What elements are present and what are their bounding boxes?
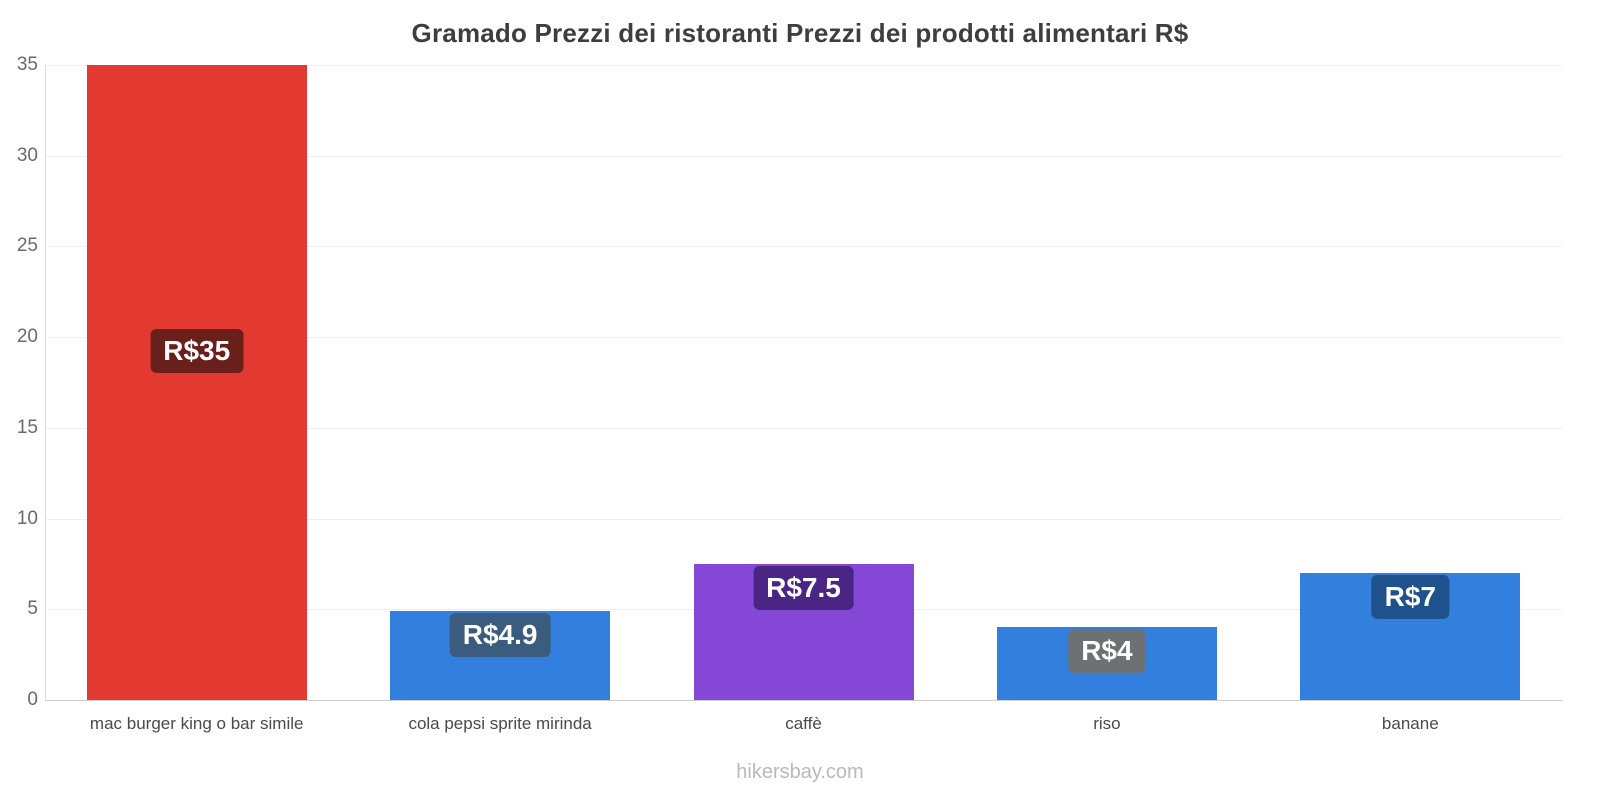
x-axis-category-label: banane: [1381, 714, 1439, 733]
x-axis-category-label: cola pepsi sprite mirinda: [408, 714, 592, 733]
y-axis-tick-label: 0: [27, 689, 38, 710]
y-axis-line: [45, 65, 46, 701]
gridline: [45, 246, 1562, 248]
gridline: [45, 427, 1562, 429]
x-axis-baseline: [45, 700, 1562, 701]
bar-value-badge: R$4.9: [449, 613, 551, 658]
x-axis-category-label: mac burger king o bar simile: [89, 714, 304, 733]
y-axis-tick-label: 10: [16, 507, 38, 529]
y-axis-tick-label: 20: [16, 326, 38, 348]
gridline: [45, 337, 1562, 339]
x-axis-category-label: caffè: [785, 714, 822, 733]
gridline: [45, 155, 1562, 157]
y-axis-tick-label: 35: [16, 54, 38, 75]
y-axis-tick-label: 30: [16, 144, 38, 166]
bar-value-badge: R$35: [150, 328, 244, 373]
y-axis-tick-label: 25: [16, 235, 38, 257]
bar-1: [86, 65, 307, 700]
x-axis-category-label: riso: [1093, 714, 1121, 733]
y-axis-tick-label: 5: [27, 598, 38, 620]
y-axis-tick-label: 15: [16, 416, 38, 438]
bar-value-badge: R$7.5: [753, 565, 854, 610]
bar-value-badge: R$4: [1068, 629, 1146, 674]
chart-title: Gramado Prezzi dei ristoranti Prezzi dei…: [411, 18, 1189, 48]
gridline: [45, 65, 1562, 66]
bar-value-badge: R$7: [1371, 575, 1449, 619]
hikersbay-watermark: hikersbay.com: [736, 761, 864, 783]
gridline: [45, 518, 1562, 520]
